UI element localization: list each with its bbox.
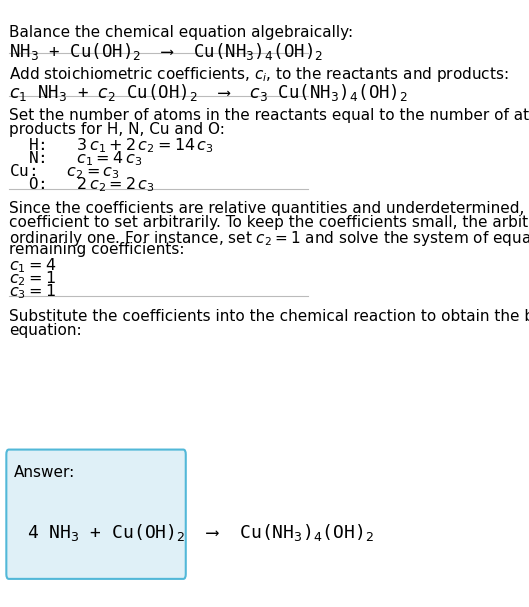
Text: Substitute the coefficients into the chemical reaction to obtain the balanced: Substitute the coefficients into the che… [9, 309, 529, 324]
Text: Balance the chemical equation algebraically:: Balance the chemical equation algebraica… [9, 25, 353, 40]
Text: Add stoichiometric coefficients, $c_i$, to the reactants and products:: Add stoichiometric coefficients, $c_i$, … [9, 65, 508, 84]
Text: H:   $3\,c_1 + 2\,c_2 = 14\,c_3$: H: $3\,c_1 + 2\,c_2 = 14\,c_3$ [9, 136, 214, 155]
Text: O:   $2\,c_2 = 2\,c_3$: O: $2\,c_2 = 2\,c_3$ [9, 175, 154, 194]
Text: Set the number of atoms in the reactants equal to the number of atoms in the: Set the number of atoms in the reactants… [9, 108, 529, 123]
Text: coefficient to set arbitrarily. To keep the coefficients small, the arbitrary va: coefficient to set arbitrarily. To keep … [9, 215, 529, 230]
Text: Cu:   $c_2 = c_3$: Cu: $c_2 = c_3$ [9, 162, 120, 181]
Text: equation:: equation: [9, 323, 81, 337]
Text: products for H, N, Cu and O:: products for H, N, Cu and O: [9, 122, 225, 137]
Text: $c_1$ NH$_3$ + $c_2$ Cu(OH)$_2$  ⟶  $c_3$ Cu(NH$_3$)$_4$(OH)$_2$: $c_1$ NH$_3$ + $c_2$ Cu(OH)$_2$ ⟶ $c_3$ … [9, 82, 408, 103]
Text: $c_3 = 1$: $c_3 = 1$ [9, 282, 56, 301]
Text: remaining coefficients:: remaining coefficients: [9, 242, 184, 257]
Text: Since the coefficients are relative quantities and underdetermined, choose a: Since the coefficients are relative quan… [9, 201, 529, 216]
Text: NH$_3$ + Cu(OH)$_2$  ⟶  Cu(NH$_3$)$_4$(OH)$_2$: NH$_3$ + Cu(OH)$_2$ ⟶ Cu(NH$_3$)$_4$(OH)… [9, 41, 323, 63]
Text: ordinarily one. For instance, set $c_2 = 1$ and solve the system of equations fo: ordinarily one. For instance, set $c_2 =… [9, 229, 529, 248]
Text: $c_1 = 4$: $c_1 = 4$ [9, 256, 56, 275]
Text: 4 NH$_3$ + Cu(OH)$_2$  ⟶  Cu(NH$_3$)$_4$(OH)$_2$: 4 NH$_3$ + Cu(OH)$_2$ ⟶ Cu(NH$_3$)$_4$(O… [28, 521, 375, 543]
Text: $c_2 = 1$: $c_2 = 1$ [9, 270, 56, 288]
Text: N:   $c_1 = 4\,c_3$: N: $c_1 = 4\,c_3$ [9, 149, 142, 168]
Text: Answer:: Answer: [14, 465, 76, 480]
FancyBboxPatch shape [6, 450, 186, 579]
